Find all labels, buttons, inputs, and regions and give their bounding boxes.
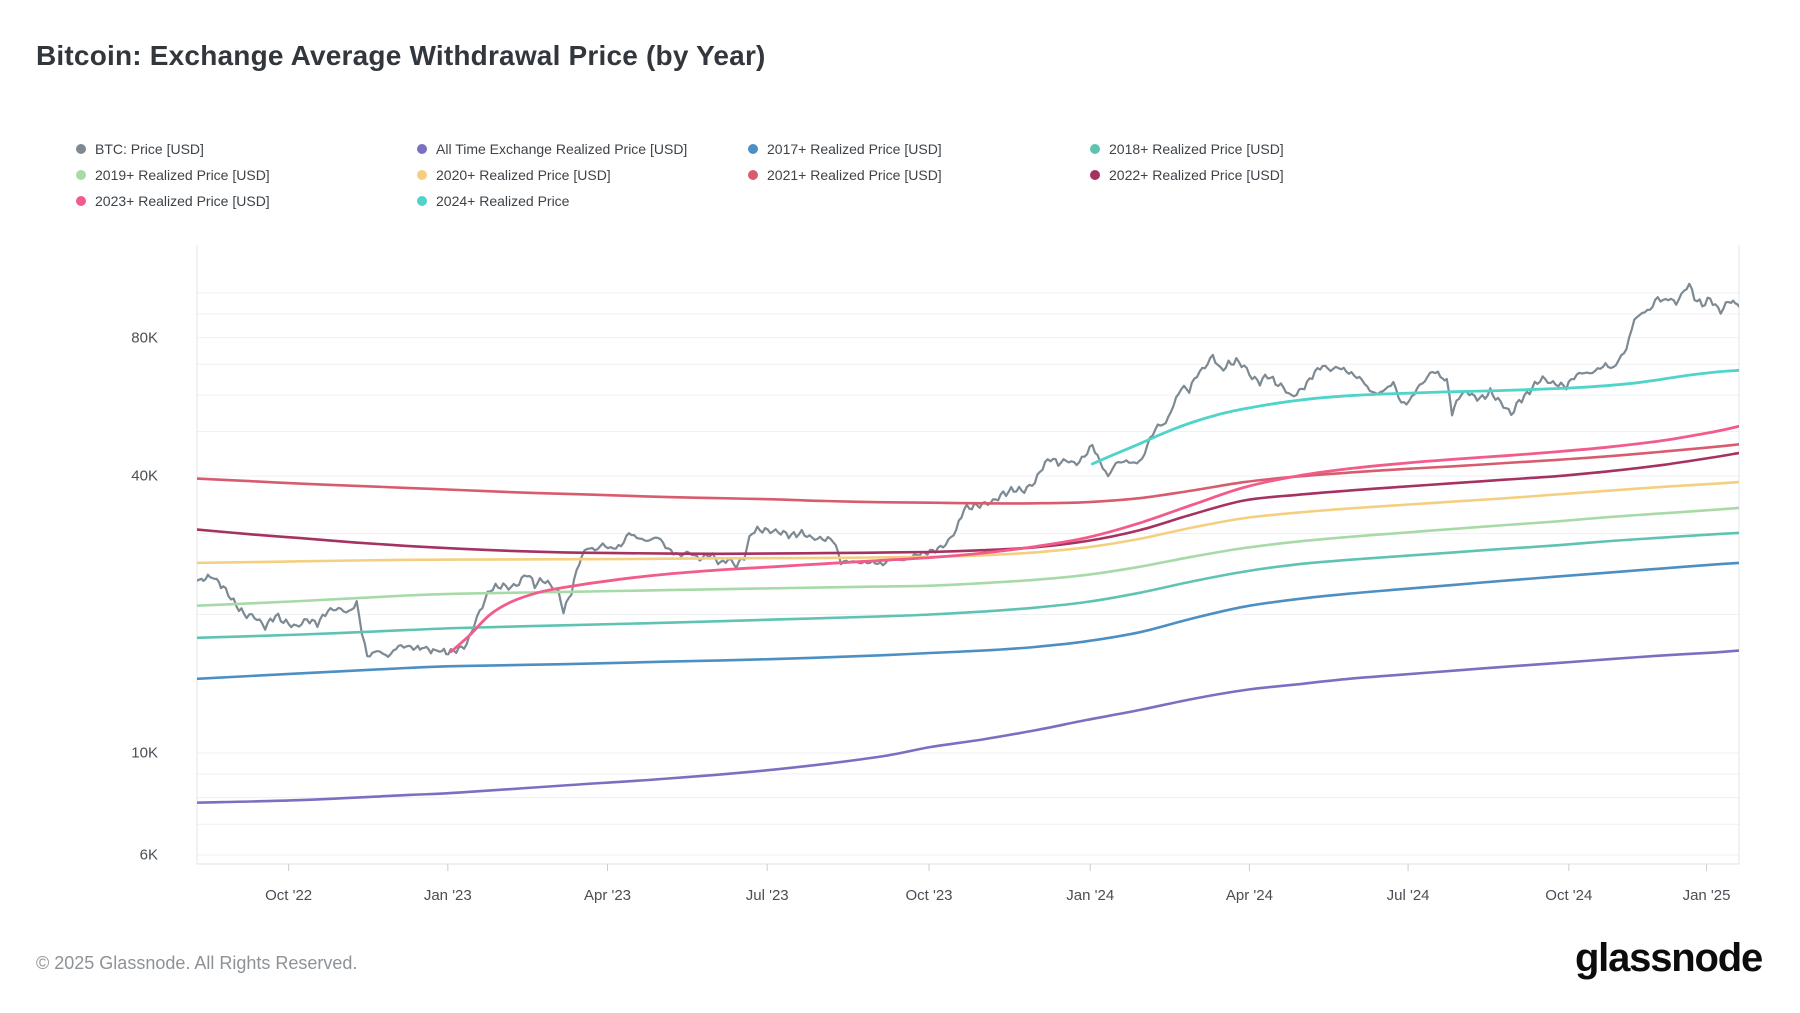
legend-dot-icon <box>417 144 427 154</box>
legend-dot-icon <box>1090 170 1100 180</box>
legend-item-label: 2023+ Realized Price [USD] <box>95 193 270 209</box>
copyright-text: © 2025 Glassnode. All Rights Reserved. <box>36 953 358 973</box>
legend-dot-icon <box>748 170 758 180</box>
legend-item-label: 2017+ Realized Price [USD] <box>767 141 942 157</box>
legend-item-label: 2019+ Realized Price [USD] <box>95 167 270 183</box>
x-axis-label: Oct '24 <box>1545 887 1593 904</box>
x-axis-label: Jul '23 <box>745 887 789 904</box>
x-axis-label: Apr '24 <box>1225 887 1273 904</box>
plot-borders <box>196 245 1740 871</box>
series-all-time-exchange-realized-price <box>197 649 1739 804</box>
y-axis-label: 6K <box>139 846 158 864</box>
series-2017-realized-price <box>197 561 1739 681</box>
series-2024-realized-price <box>1090 368 1739 466</box>
series-2020-realized-price <box>197 480 1739 565</box>
legend-item-2020-realized-price[interactable]: 2020+ Realized Price [USD] <box>417 166 748 184</box>
series-2018-realized-price <box>197 531 1739 640</box>
legend-item-2022-realized-price[interactable]: 2022+ Realized Price [USD] <box>1090 166 1490 184</box>
legend-item-all-time-exchange-realized-price[interactable]: All Time Exchange Realized Price [USD] <box>417 140 748 158</box>
x-axis-label: Oct '22 <box>265 887 313 904</box>
glassnode-logo: glassnode <box>1574 936 1763 980</box>
x-axis-label: Oct '23 <box>905 887 953 904</box>
legend-dot-icon <box>76 170 86 180</box>
legend-item-label: 2020+ Realized Price [USD] <box>436 167 611 183</box>
legend-item-2019-realized-price[interactable]: 2019+ Realized Price [USD] <box>76 166 417 184</box>
legend-item-2023-realized-price[interactable]: 2023+ Realized Price [USD] <box>76 192 417 210</box>
series-2019-realized-price <box>197 506 1739 608</box>
y-axis-label: 80K <box>131 329 158 347</box>
y-axis-label: 40K <box>131 467 158 485</box>
legend-item-label: All Time Exchange Realized Price [USD] <box>436 141 688 157</box>
x-axis-label: Jul '24 <box>1386 887 1430 904</box>
legend-dot-icon <box>76 196 86 206</box>
legend-dot-icon <box>748 144 758 154</box>
legend-item-2017-realized-price[interactable]: 2017+ Realized Price [USD] <box>748 140 1090 158</box>
series-2021-realized-price <box>197 443 1739 505</box>
legend-item-2021-realized-price[interactable]: 2021+ Realized Price [USD] <box>748 166 1090 184</box>
y-axis-label: 10K <box>131 744 158 762</box>
legend-item-label: 2018+ Realized Price [USD] <box>1109 141 1284 157</box>
x-axis-label: Apr '23 <box>583 887 632 904</box>
legend-item-2024-realized-price[interactable]: 2024+ Realized Price <box>417 192 748 210</box>
legend-item-2018-realized-price[interactable]: 2018+ Realized Price [USD] <box>1090 140 1490 158</box>
legend-dot-icon <box>1090 144 1100 154</box>
x-axis-label: Jan '25 <box>1682 887 1731 904</box>
legend-dot-icon <box>417 170 427 180</box>
legend-item-label: 2022+ Realized Price [USD] <box>1109 167 1284 183</box>
legend-dot-icon <box>417 196 427 206</box>
chart-title: Bitcoin: Exchange Average Withdrawal Pri… <box>36 40 766 71</box>
legend-item-label: 2021+ Realized Price [USD] <box>767 167 942 183</box>
legend-item-label: BTC: Price [USD] <box>95 141 204 157</box>
legend-item-label: 2024+ Realized Price <box>436 193 570 209</box>
legend: BTC: Price [USD] All Time Exchange Realiz… <box>76 140 1490 210</box>
series-btc-price <box>197 282 1739 658</box>
series-2023-realized-price <box>449 424 1739 654</box>
legend-item-btc-price[interactable]: BTC: Price [USD] <box>76 140 417 158</box>
x-axis-label: Jan '23 <box>423 887 472 904</box>
series-lines <box>197 282 1739 804</box>
legend-dot-icon <box>76 144 86 154</box>
x-axis-label: Jan '24 <box>1066 887 1115 904</box>
gridlines <box>197 292 1739 856</box>
